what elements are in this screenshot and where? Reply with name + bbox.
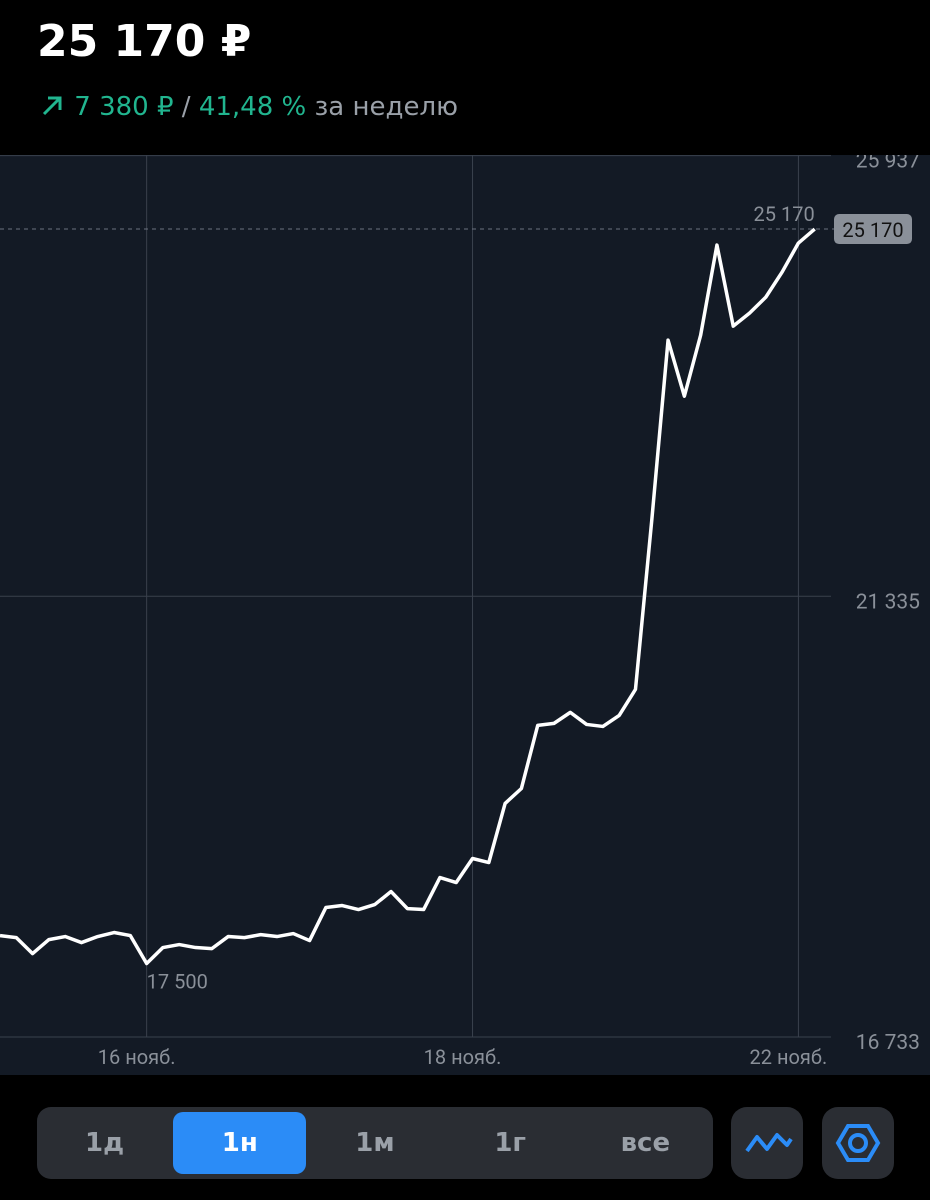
settings-icon bbox=[835, 1124, 881, 1162]
line-icon bbox=[745, 1133, 793, 1153]
chart-type-button[interactable] bbox=[731, 1107, 803, 1179]
arrow-icon bbox=[42, 96, 62, 116]
last-value-label: 25 170 bbox=[754, 202, 815, 226]
x-tick-label: 16 нояб. bbox=[98, 1045, 176, 1069]
change-pct: 41,48 % bbox=[198, 92, 307, 122]
x-tick-label: 22 нояб. bbox=[750, 1045, 828, 1069]
period-button[interactable]: 1г bbox=[494, 1128, 526, 1158]
price-tag: 25 170 bbox=[842, 218, 903, 242]
toolbar: 1д 1н 1м 1г все bbox=[0, 1075, 930, 1200]
period-button[interactable]: все bbox=[620, 1128, 671, 1158]
x-tick-label: 18 нояб. bbox=[424, 1045, 502, 1069]
plot-bg bbox=[0, 155, 930, 1075]
min-label: 17 500 bbox=[147, 970, 208, 994]
price-tag-bg bbox=[834, 214, 912, 245]
separator: / bbox=[181, 92, 191, 122]
period-button[interactable]: 1д bbox=[85, 1128, 125, 1158]
period-button[interactable]: 1м bbox=[355, 1128, 395, 1158]
change: 7 380 ₽ / 41,48 % за неделю bbox=[40, 92, 458, 122]
y-tick-label: 16 733 bbox=[856, 1031, 920, 1055]
period: за неделю bbox=[314, 92, 458, 122]
y-tick-label: 21 335 bbox=[856, 590, 920, 614]
balance: 25 170 ₽ bbox=[37, 16, 252, 67]
header: 25 170 ₽ 7 380 ₽ / 41,48 % за неделю bbox=[0, 0, 930, 155]
period-selector: 1д 1н 1м 1г все bbox=[37, 1107, 713, 1179]
line bbox=[0, 227, 816, 966]
period-button[interactable]: 1н bbox=[173, 1112, 307, 1174]
settings-button[interactable] bbox=[822, 1107, 894, 1179]
change-abs: 7 380 ₽ bbox=[74, 92, 174, 122]
